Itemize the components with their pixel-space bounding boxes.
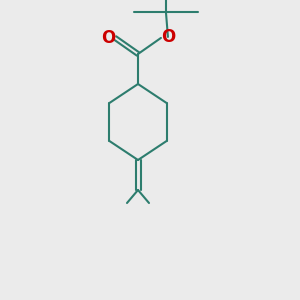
- Text: O: O: [161, 28, 175, 46]
- Text: O: O: [101, 29, 115, 47]
